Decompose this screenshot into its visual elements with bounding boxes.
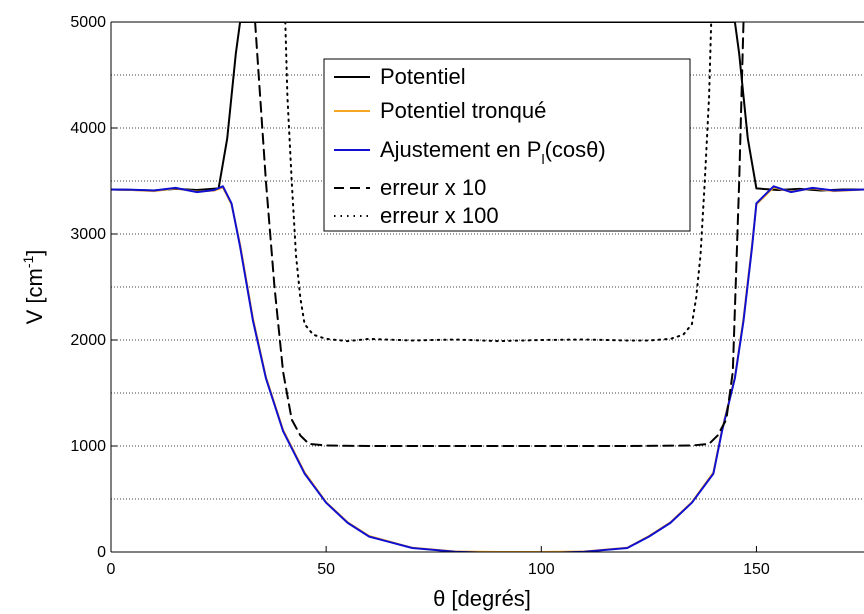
series-line-0	[111, 22, 864, 192]
x-tick-label: 150	[743, 561, 770, 578]
y-axis-label-sup: -1	[20, 256, 36, 269]
x-axis-label: θ [degrés]	[433, 586, 531, 611]
y-axis-label-main: V [cm	[22, 268, 47, 324]
plot-frame	[110, 21, 864, 553]
ticks	[110, 21, 757, 553]
y-tick-label: 0	[97, 544, 106, 561]
series-line-4	[284, 22, 713, 343]
series-group	[111, 22, 864, 552]
legend: Potentiel Potentiel tronqué Ajustement e…	[323, 58, 691, 232]
legend-label-erreur-10: erreur x 10	[380, 175, 486, 200]
y-tick-label: 3000	[70, 226, 106, 243]
legend-label-ajustement: Ajustement en Pl(cosθ)	[380, 137, 606, 167]
x-tick-label: 0	[107, 561, 116, 578]
y-tick-label: 5000	[70, 14, 106, 31]
legend-label-potentiel: Potentiel	[380, 64, 466, 89]
grid	[111, 74, 864, 500]
x-tick-label: 50	[317, 561, 335, 578]
series-line-3	[254, 22, 745, 447]
y-tick-label: 2000	[70, 332, 106, 349]
series-line-2	[111, 185, 864, 552]
tick-labels: 0 1000 2000 3000 4000 5000 0 50 100 150	[70, 14, 769, 578]
legend-label-potentiel-tronque: Potentiel tronqué	[380, 98, 546, 123]
x-tick-label: 100	[528, 561, 555, 578]
y-tick-label: 1000	[70, 438, 106, 455]
legend-box	[323, 58, 691, 232]
legend-label-ajustement-main: Ajustement en P	[380, 137, 541, 162]
legend-label-erreur-100: erreur x 100	[380, 203, 499, 228]
y-axis-label-end: ]	[22, 250, 47, 256]
y-tick-label: 4000	[70, 120, 106, 137]
legend-label-ajustement-end: (cosθ)	[545, 137, 606, 162]
y-axis-label: V [cm-1]	[20, 250, 47, 325]
legend-label-ajustement-sub: l	[541, 151, 544, 167]
